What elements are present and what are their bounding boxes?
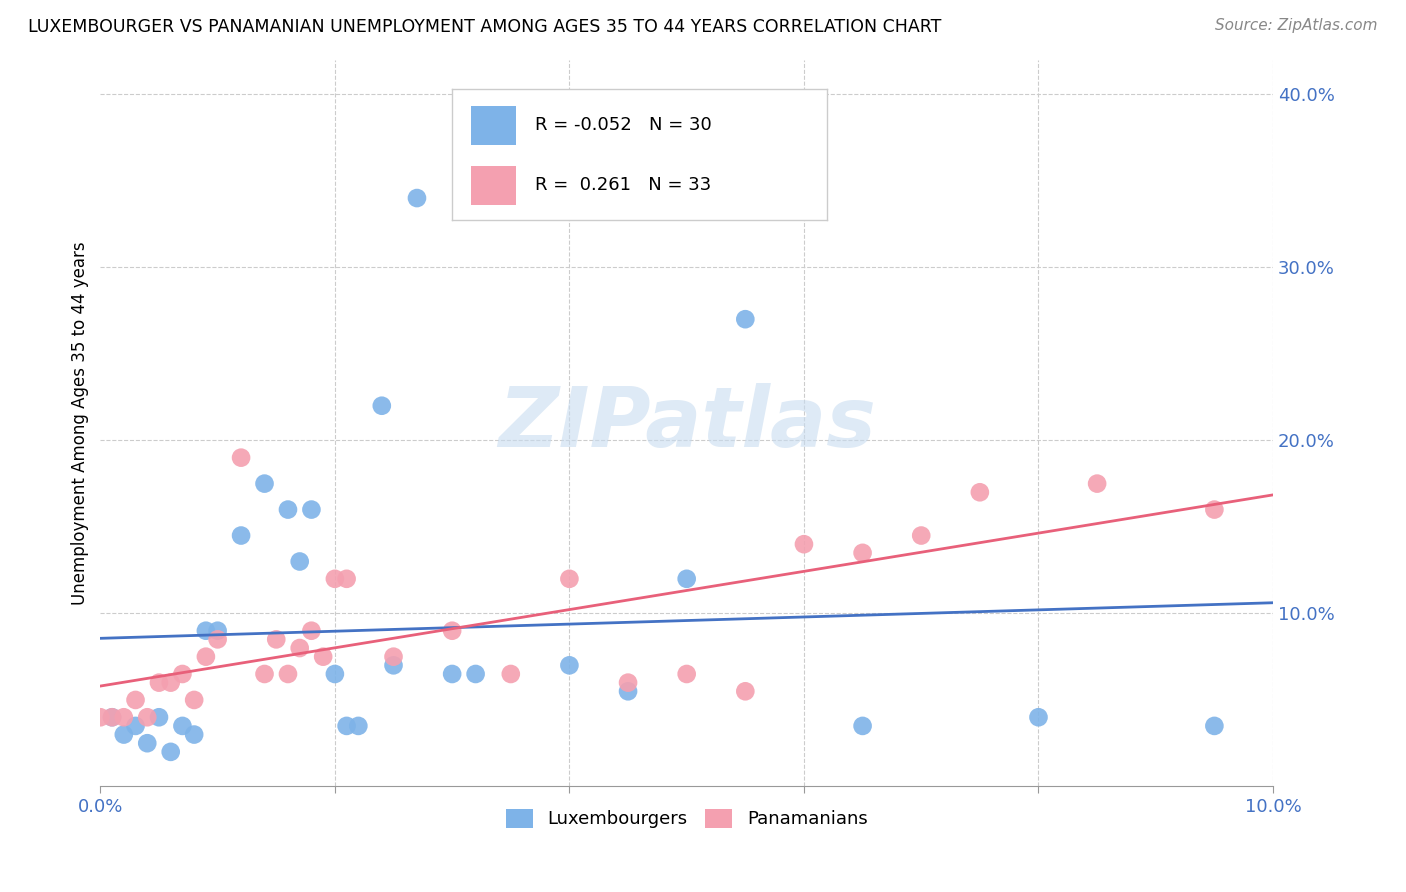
- Point: [312, 649, 335, 664]
- Point: [101, 710, 124, 724]
- Point: [172, 719, 194, 733]
- Point: [464, 667, 486, 681]
- Point: [124, 719, 146, 733]
- Point: [499, 667, 522, 681]
- Point: [159, 745, 181, 759]
- Point: [124, 693, 146, 707]
- Point: [336, 572, 359, 586]
- Point: [207, 624, 229, 638]
- Point: [323, 667, 346, 681]
- Point: [277, 667, 299, 681]
- Point: [194, 649, 217, 664]
- Legend: Luxembourgers, Panamanians: Luxembourgers, Panamanians: [499, 802, 875, 836]
- Point: [277, 502, 299, 516]
- Point: [793, 537, 815, 551]
- Point: [229, 528, 252, 542]
- Point: [253, 667, 276, 681]
- Point: [148, 675, 170, 690]
- Point: [675, 667, 697, 681]
- Point: [617, 675, 640, 690]
- Point: [910, 528, 932, 542]
- Point: [382, 658, 405, 673]
- Point: [1085, 476, 1108, 491]
- Point: [183, 693, 205, 707]
- Point: [441, 624, 464, 638]
- Point: [347, 719, 370, 733]
- Y-axis label: Unemployment Among Ages 35 to 44 years: Unemployment Among Ages 35 to 44 years: [72, 241, 89, 605]
- Point: [852, 546, 875, 560]
- Point: [558, 658, 581, 673]
- Point: [323, 572, 346, 586]
- Point: [229, 450, 252, 465]
- Point: [172, 667, 194, 681]
- Point: [301, 502, 323, 516]
- Point: [1204, 502, 1226, 516]
- Point: [136, 710, 159, 724]
- Point: [194, 624, 217, 638]
- Point: [301, 624, 323, 638]
- Point: [734, 684, 756, 698]
- Text: LUXEMBOURGER VS PANAMANIAN UNEMPLOYMENT AMONG AGES 35 TO 44 YEARS CORRELATION CH: LUXEMBOURGER VS PANAMANIAN UNEMPLOYMENT …: [28, 18, 942, 36]
- Point: [852, 719, 875, 733]
- Point: [112, 710, 135, 724]
- Point: [675, 572, 697, 586]
- Point: [253, 476, 276, 491]
- Point: [89, 710, 111, 724]
- Point: [112, 727, 135, 741]
- Point: [183, 727, 205, 741]
- Point: [148, 710, 170, 724]
- Text: ZIPatlas: ZIPatlas: [498, 383, 876, 464]
- Point: [207, 632, 229, 647]
- Point: [101, 710, 124, 724]
- Point: [371, 399, 394, 413]
- Point: [1028, 710, 1050, 724]
- Point: [264, 632, 287, 647]
- Point: [136, 736, 159, 750]
- Point: [969, 485, 991, 500]
- Point: [159, 675, 181, 690]
- Point: [288, 554, 311, 568]
- Point: [288, 640, 311, 655]
- Text: Source: ZipAtlas.com: Source: ZipAtlas.com: [1215, 18, 1378, 33]
- Point: [336, 719, 359, 733]
- Point: [617, 684, 640, 698]
- Point: [406, 191, 429, 205]
- Point: [1204, 719, 1226, 733]
- Point: [734, 312, 756, 326]
- Point: [441, 667, 464, 681]
- Point: [382, 649, 405, 664]
- Point: [558, 572, 581, 586]
